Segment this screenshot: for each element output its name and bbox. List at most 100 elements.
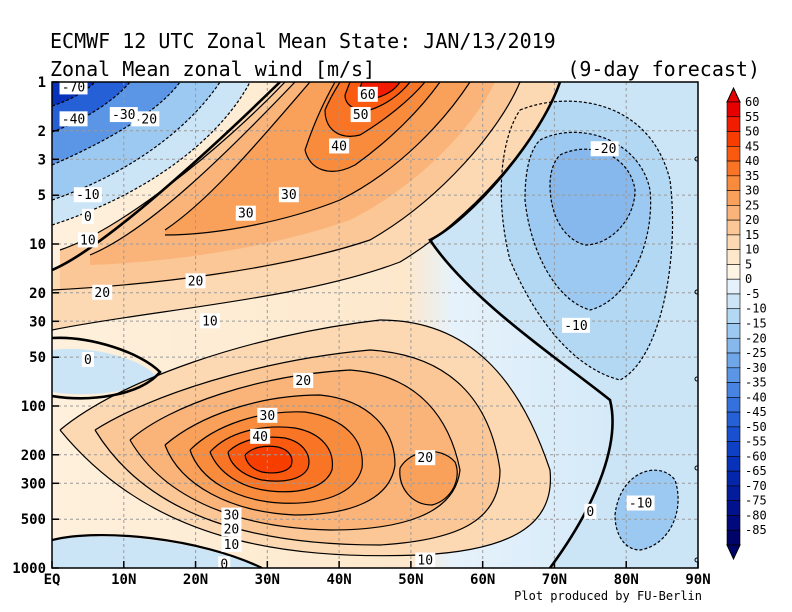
colorbar-legend: 605550454035302520151050-5-10-15-20-25-3… <box>726 86 767 561</box>
y-tick-label: 500 <box>21 512 46 528</box>
y-tick-label: 30 <box>29 314 46 330</box>
colorbar-level-label: 20 <box>745 213 759 227</box>
x-tick-label: 40N <box>326 572 351 588</box>
colorbar-top-arrow <box>726 86 741 103</box>
y-tick-label: 100 <box>21 399 46 415</box>
colorbar-swatch <box>726 337 741 354</box>
colorbar-swatch <box>726 190 741 206</box>
contour-label: -70 <box>62 80 85 95</box>
contour-label-bg <box>77 232 98 248</box>
chart-subtitle: Zonal Mean zonal wind [m/s] <box>50 57 375 81</box>
colorbar-swatch <box>726 515 741 531</box>
colorbar-level-label: -45 <box>745 405 767 419</box>
contour-label-bg <box>131 111 160 127</box>
contour-label-bg <box>584 503 597 519</box>
contour-label: 20 <box>224 523 240 538</box>
colorbar-swatch <box>726 485 741 501</box>
contour-label-bg <box>81 208 94 224</box>
y-tick-label: 10 <box>29 237 46 253</box>
colorbar-level-label: -65 <box>745 464 767 478</box>
colorbar-level-label: 10 <box>745 243 759 257</box>
contour-label: 0 <box>84 353 92 368</box>
x-tick-label: 10N <box>111 572 136 588</box>
colorbar-level-label: 55 <box>745 110 759 124</box>
x-tick-label: 80N <box>614 572 639 588</box>
contour-label-bg <box>235 205 256 221</box>
contour-label: -10 <box>564 319 587 334</box>
contour-label-bg <box>199 313 220 329</box>
colorbar-level-label: 15 <box>745 228 759 242</box>
contour-label: -20 <box>134 112 157 127</box>
contour-label: 20 <box>94 286 110 301</box>
colorbar-swatch <box>726 426 741 442</box>
colorbar-level-label: -80 <box>745 508 767 522</box>
colorbar-swatch <box>726 293 741 310</box>
x-axis: EQ 10N 20N 30N 40N 50N 60N 70N 80N 90N <box>44 561 711 588</box>
contour-label: -40 <box>62 112 85 127</box>
y-tick-label: 3 <box>38 152 46 168</box>
colorbar-level-label: 35 <box>745 169 759 183</box>
contour-label: 0 <box>220 557 228 572</box>
lower-tropical-easterly-region <box>52 348 155 395</box>
colorbar-swatch <box>726 234 741 250</box>
contour-label-bg <box>185 273 206 289</box>
colorbar-level-label: 45 <box>745 139 759 153</box>
edge-markers <box>694 156 698 563</box>
contour-label: 40 <box>331 139 347 154</box>
contour-label: 40 <box>252 430 268 445</box>
contour-label: 20 <box>188 274 204 289</box>
y-tick-label: 200 <box>21 448 46 464</box>
contour-label-bg <box>415 450 436 466</box>
colorbar-level-label: -60 <box>745 449 767 463</box>
y-tick-label: 2 <box>38 124 46 140</box>
contour-label-bg <box>257 407 278 423</box>
colorbar-swatch <box>726 397 741 413</box>
colorbar-swatch <box>726 441 741 457</box>
colorbar-level-label: -20 <box>745 331 767 345</box>
y-tick-label: 1 <box>38 75 46 91</box>
colorbar-level-label: -75 <box>745 494 767 508</box>
colorbar-level-label: -50 <box>745 420 767 434</box>
contour-label-bg <box>59 82 88 95</box>
colorbar-swatch <box>726 249 741 265</box>
colorbar-level-label: 50 <box>745 125 759 139</box>
contour-label-bg <box>221 521 242 537</box>
y-tick-label: 5 <box>38 188 46 204</box>
contour-label-bg <box>626 495 655 511</box>
contour-label-bg <box>73 187 102 203</box>
x-tick-label: 50N <box>398 572 423 588</box>
contour-label: 30 <box>281 188 297 203</box>
colorbar-level-label: -30 <box>745 361 767 375</box>
contour-label: -20 <box>593 142 616 157</box>
plot-frame <box>51 81 699 569</box>
x-tick-label: 60N <box>470 572 495 588</box>
contour-label: 0 <box>84 210 92 225</box>
contour-label-bg <box>221 536 242 552</box>
contour-label-bg <box>109 107 138 123</box>
secondary-jet-20 <box>399 451 458 505</box>
colorbar-swatch <box>726 352 741 369</box>
contour-label: 50 <box>353 108 369 123</box>
polar-easterly-core-3 <box>550 149 635 245</box>
colorbar-swatch <box>726 411 741 428</box>
colorbar-level-label: -15 <box>745 317 767 331</box>
contour-label: 10 <box>80 233 96 248</box>
contour-label-bg <box>81 351 94 367</box>
colorbar-level-label: 25 <box>745 198 759 212</box>
contour-label: 10 <box>224 538 240 553</box>
colorbar-swatch <box>726 146 741 162</box>
colorbar-swatch <box>726 264 741 280</box>
x-tick-label: EQ <box>44 572 61 588</box>
contour-label: -10 <box>629 497 652 512</box>
forecast-label: (9-day forecast) <box>567 57 760 81</box>
colorbar-swatch <box>726 205 741 221</box>
subtropical-jet-45 <box>245 446 292 473</box>
contour-label: 60 <box>360 88 376 103</box>
colorbar-level-label: -85 <box>745 523 767 537</box>
colorbar-swatch <box>726 219 741 236</box>
contour-labels: 60504030302020101000-10-20-30-40-7020304… <box>59 80 655 572</box>
colorbar-swatch <box>726 160 741 177</box>
y-axis: 1 2 3 5 10 20 30 50 100 200 300 500 1000 <box>12 75 59 577</box>
contour-label-bg <box>221 507 242 523</box>
